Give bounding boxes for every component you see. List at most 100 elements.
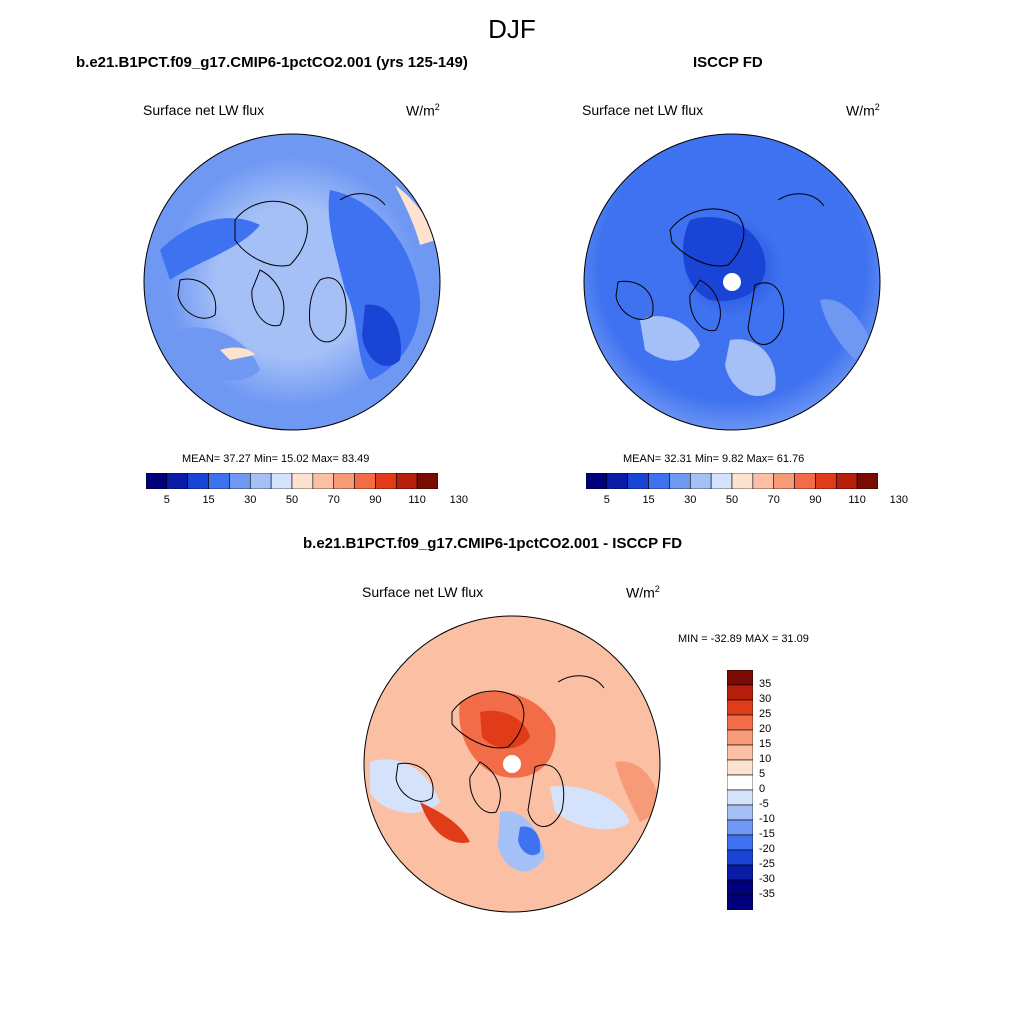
diff-colorbar-tick-label: 0 [759, 783, 766, 795]
model-map-boundary [143, 133, 441, 431]
diff-field-high-region-east [615, 761, 660, 822]
obs-units-label: W/m2 [846, 102, 880, 119]
diff-colorbar-swatch [727, 864, 753, 881]
figure-title: DJF [488, 14, 536, 44]
diff-colorbar-tick-label: 5 [759, 768, 766, 780]
obs-field-mid-region [640, 316, 700, 361]
diff-colorbar-swatch [727, 729, 753, 746]
model-colorbar [146, 473, 438, 489]
diff-field-low-region-east [550, 786, 630, 830]
model-colorbar-swatch [395, 473, 418, 489]
model-variable-label: Surface net LW flux [143, 102, 265, 118]
obs-colorbar-swatch [586, 473, 608, 489]
diff-stats: MIN = -32.89 MAX = 31.09 [678, 633, 809, 645]
diff-colorbar-swatch [727, 819, 753, 836]
diff-colorbar-tick-label: 25 [759, 708, 772, 720]
model-colorbar-tick-label: 90 [369, 494, 382, 506]
diff-colorbar-tick-label: 15 [759, 738, 772, 750]
obs-colorbar-tick-label: 110 [848, 494, 866, 506]
diff-field-high-region-west [420, 802, 470, 843]
obs-coastlines [669, 208, 745, 332]
diff-colorbar-swatch [727, 714, 753, 731]
obs-pole-hole [723, 273, 741, 291]
obs-field-low-region [682, 216, 766, 301]
obs-colorbar-tick-label: 70 [767, 494, 780, 506]
model-field-lowest-region [362, 304, 401, 366]
diff-colorbar-tick-label: -5 [759, 798, 769, 810]
obs-colorbar-swatch [606, 473, 629, 489]
diff-colorbar-swatch [727, 744, 753, 761]
diff-polar-map [363, 615, 661, 913]
diff-colorbar-tick-label: 10 [759, 753, 772, 765]
obs-colorbar-swatch [752, 473, 775, 489]
obs-colorbar-tick-label: 130 [889, 494, 909, 506]
obs-colorbar-tick-label: 5 [603, 494, 610, 506]
model-colorbar-tick-label: 15 [202, 494, 215, 506]
diff-field-lowest-region [518, 826, 541, 856]
diff-panel-title: b.e21.B1PCT.f09_g17.CMIP6-1pctCO2.001 - … [303, 535, 683, 552]
diff-colorbar-swatch [727, 684, 753, 701]
diff-colorbar-tick-label: 20 [759, 723, 772, 735]
obs-colorbar-swatch [773, 473, 795, 489]
model-colorbar-swatch [354, 473, 376, 489]
model-colorbar-swatch [187, 473, 209, 489]
obs-colorbar-swatch [669, 473, 691, 489]
diff-units-label: W/m2 [626, 584, 660, 601]
obs-field-mid-region-3 [820, 299, 870, 360]
model-colorbar-tick-label: 30 [244, 494, 257, 506]
diff-colorbar-swatch [727, 759, 753, 776]
model-colorbar-swatch [375, 473, 397, 489]
diff-field-highest-region [480, 710, 530, 749]
diff-colorbar-swatch [727, 670, 753, 686]
model-colorbar-swatch [416, 473, 438, 489]
model-coastlines-2 [177, 193, 386, 343]
diff-colorbar-swatch [727, 789, 753, 806]
model-colorbar-swatch [146, 473, 168, 489]
model-colorbar-swatch [291, 473, 314, 489]
model-colorbar-tick-label: 130 [449, 494, 469, 506]
obs-stats: MEAN= 32.31 Min= 9.82 Max= 61.76 [623, 453, 805, 465]
obs-colorbar-swatch [648, 473, 670, 489]
obs-colorbar-tick-label: 90 [809, 494, 822, 506]
diff-colorbar-tick-label: -25 [759, 858, 775, 870]
model-panel-title: b.e21.B1PCT.f09_g17.CMIP6-1pctCO2.001 (y… [76, 54, 468, 71]
model-colorbar-swatch [229, 473, 251, 489]
obs-colorbar-swatch [710, 473, 733, 489]
model-colorbar-tick-label: 110 [408, 494, 426, 506]
model-colorbar-swatch [166, 473, 189, 489]
model-field-mid-region [180, 327, 260, 381]
diff-colorbar-tick-label: -35 [759, 888, 775, 900]
obs-colorbar-swatch [689, 473, 712, 489]
model-polar-map [143, 133, 441, 431]
obs-colorbar-swatch [815, 473, 837, 489]
diff-colorbar-tick-label: -20 [759, 843, 775, 855]
obs-colorbar-swatch [794, 473, 816, 489]
model-colorbar-tick-label: 50 [285, 494, 299, 506]
diff-colorbar [727, 670, 753, 910]
diff-colorbar-swatch [727, 774, 753, 791]
diff-colorbar-swatch [727, 804, 753, 821]
obs-colorbar-tick-label: 50 [725, 494, 739, 506]
diff-map-boundary [363, 615, 661, 913]
model-stats: MEAN= 37.27 Min= 15.02 Max= 83.49 [182, 453, 370, 465]
diff-colorbar-tick-label: -15 [759, 828, 775, 840]
model-colorbar-tick-label: 70 [327, 494, 340, 506]
diff-coastlines [451, 690, 525, 814]
model-colorbar-swatch [270, 473, 293, 489]
diff-colorbar-swatch [727, 834, 753, 851]
obs-variable-label: Surface net LW flux [582, 102, 704, 118]
diff-colorbar-swatch [727, 699, 753, 716]
model-coastlines [234, 200, 308, 327]
diff-colorbar-swatch [727, 879, 753, 896]
obs-colorbar-swatch [856, 473, 878, 489]
model-colorbar-swatch [333, 473, 355, 489]
obs-panel-title: ISCCP FD [693, 54, 763, 71]
diff-field-low-region-west [370, 759, 440, 813]
diff-variable-label: Surface net LW flux [362, 584, 484, 600]
obs-colorbar-swatch [835, 473, 858, 489]
obs-colorbar-tick-label: 15 [642, 494, 655, 506]
model-field-high-region [395, 185, 436, 245]
model-field-high-region-2 [220, 347, 255, 360]
model-colorbar-swatch [249, 473, 272, 489]
diff-colorbar-tick-label: -30 [759, 873, 775, 885]
